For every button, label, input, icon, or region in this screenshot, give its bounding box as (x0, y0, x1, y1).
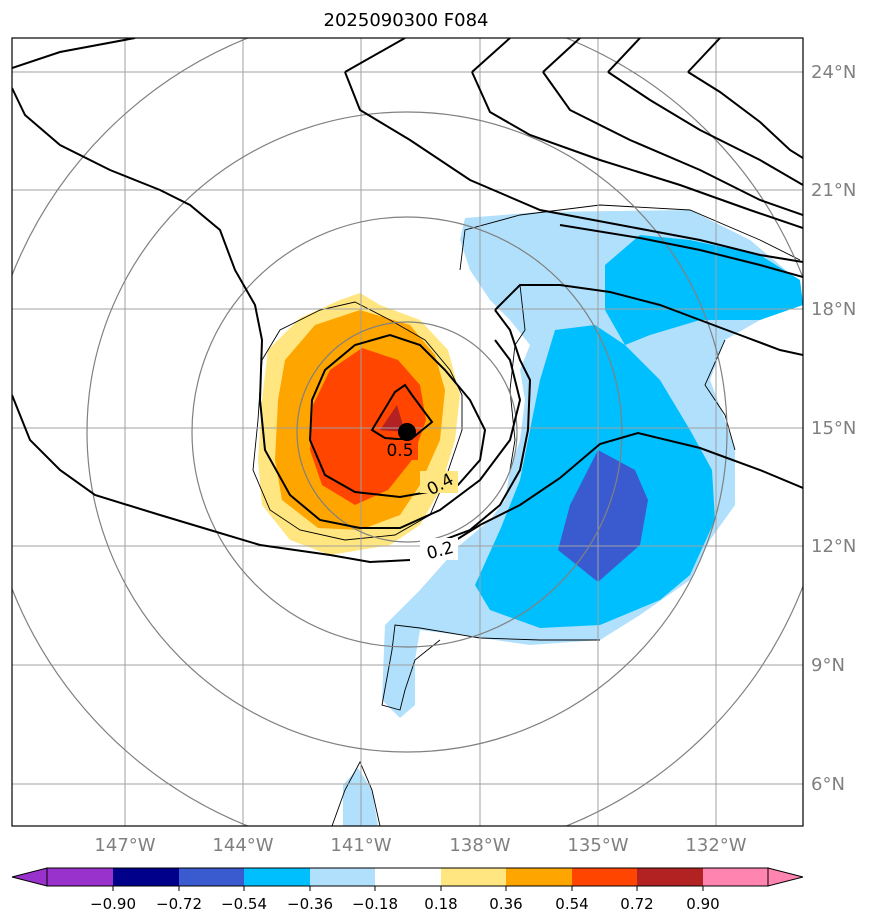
shade-red-orange (310, 348, 426, 505)
colorbar-tick-4: −0.18 (352, 895, 398, 913)
label-mask-05 (384, 440, 418, 460)
colorbar-tick-6: 0.36 (489, 895, 522, 913)
lat-label-12n: 12°N (811, 536, 856, 557)
colorbar-bin-5 (375, 868, 441, 886)
colorbar-tick-7: 0.54 (555, 895, 588, 913)
colorbar-tick-3: −0.36 (287, 895, 333, 913)
colorbar-bin-7 (506, 868, 572, 886)
colorbar-extend-low (11, 867, 48, 887)
lon-label-135w: 135°W (567, 835, 628, 856)
colorbar-bin-10 (703, 868, 768, 886)
colorbar-bin-4 (310, 868, 375, 886)
thin-contours (252, 204, 801, 826)
colorbar-bin-6 (441, 868, 506, 886)
lon-label-144w: 144°W (212, 835, 273, 856)
figure-title: 2025090300 F084 (324, 10, 489, 31)
lat-label-15n: 15°N (811, 418, 856, 439)
lon-label-138w: 138°W (449, 835, 510, 856)
colorbar-bin-2 (179, 868, 244, 886)
graticule (12, 38, 803, 826)
lat-label-18n: 18°N (811, 299, 856, 320)
latitude-labels: 24°N 21°N 18°N 15°N 12°N 9°N 6°N (811, 62, 856, 795)
lat-label-9n: 9°N (811, 655, 845, 676)
colorbar-extend-high (767, 867, 804, 887)
colorbar-bin-0 (47, 868, 113, 886)
lon-label-132w: 132°W (685, 835, 746, 856)
thick-contours (12, 38, 803, 564)
lon-label-147w: 147°W (94, 835, 155, 856)
storm-center-marker (398, 423, 416, 441)
longitude-labels: 147°W 144°W 141°W 138°W 135°W 132°W (94, 835, 746, 856)
lat-label-24n: 24°N (811, 62, 856, 83)
colorbar: −0.90 −0.72 −0.54 −0.36 −0.18 0.18 0.36 … (11, 867, 804, 913)
lat-label-21n: 21°N (811, 180, 856, 201)
colorbar-tick-9: 0.90 (686, 895, 719, 913)
lat-label-6n: 6°N (811, 774, 845, 795)
range-rings (12, 38, 803, 826)
shade-dark-red (380, 405, 405, 432)
colorbar-bin-8 (572, 868, 637, 886)
colorbar-tick-5: 0.18 (424, 895, 457, 913)
colorbar-tick-0: −0.90 (90, 895, 136, 913)
colorbar-bin-1 (113, 868, 179, 886)
label-mask-02 (420, 538, 458, 560)
colorbar-frame (46, 867, 769, 887)
colorbar-tick-1: −0.72 (156, 895, 202, 913)
label-mask-04 (420, 471, 458, 493)
map-area: 0.5 0.4 0.2 (12, 38, 803, 826)
colorbar-tick-2: −0.54 (221, 895, 267, 913)
colorbar-bin-9 (637, 868, 703, 886)
colorbar-bin-3 (244, 868, 310, 886)
colorbar-tick-8: 0.72 (620, 895, 653, 913)
shade-medium-blue-core (558, 450, 648, 582)
map-frame (11, 37, 804, 827)
lon-label-141w: 141°W (330, 835, 391, 856)
contour-label-05: 0.5 (386, 441, 413, 461)
